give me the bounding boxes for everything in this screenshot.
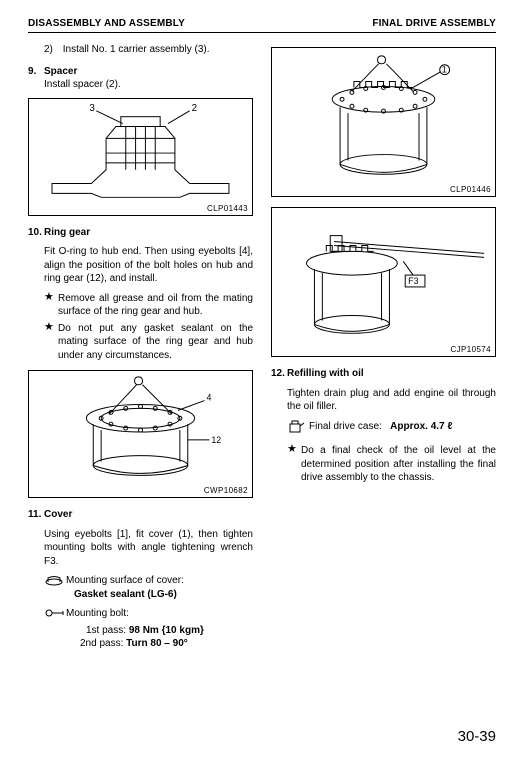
- svg-text:F3: F3: [408, 276, 418, 286]
- figure-cover-top: 1 CLP01446: [271, 47, 496, 197]
- figure-cover-wrench-caption: CJP10574: [450, 345, 491, 354]
- figure-9: 3 2 CLP01443: [28, 98, 253, 216]
- section-10-title: Ring gear: [44, 226, 90, 240]
- section-10-star2: ★ Do not put any gasket sealant on the m…: [44, 322, 253, 363]
- pass1-value: 98 Nm {10 kgm}: [129, 625, 204, 636]
- section-11-no: 11.: [28, 508, 44, 522]
- section-12-title: Refilling with oil: [287, 367, 364, 381]
- section-11-bolt-row: Mounting bolt:: [44, 607, 253, 624]
- svg-text:4: 4: [206, 393, 211, 403]
- star-icon: ★: [44, 292, 58, 319]
- pass1-label: 1st pass:: [86, 625, 126, 636]
- section-11: 11. Cover: [28, 508, 253, 522]
- svg-text:1: 1: [442, 65, 447, 75]
- step-2: 2) Install No. 1 carrier assembly (3).: [44, 43, 253, 57]
- section-12-no: 12.: [271, 367, 287, 381]
- svg-text:2: 2: [192, 102, 197, 113]
- torque-icon: [44, 607, 66, 624]
- final-drive-case-value: Approx. 4.7 ℓ: [390, 421, 452, 432]
- header-left: DISASSEMBLY AND ASSEMBLY: [28, 18, 185, 29]
- section-10-star1-text: Remove all grease and oil from the matin…: [58, 292, 253, 319]
- section-10-no: 10.: [28, 226, 44, 240]
- spacer-illustration: 3 2: [29, 99, 252, 215]
- page-number: 30-39: [458, 728, 496, 745]
- right-column: 1 CLP01446: [271, 43, 496, 651]
- section-10-stars: ★ Remove all grease and oil from the mat…: [44, 292, 253, 363]
- svg-text:3: 3: [89, 102, 95, 113]
- star-icon: ★: [44, 322, 58, 363]
- page-header: DISASSEMBLY AND ASSEMBLY FINAL DRIVE ASS…: [28, 18, 496, 33]
- section-12-star1-text: Do a final check of the oil level at the…: [301, 444, 496, 485]
- cover-top-illustration: 1: [272, 48, 495, 196]
- figure-cover-top-caption: CLP01446: [450, 185, 491, 194]
- pass2-value: Turn 80 – 90°: [126, 638, 188, 649]
- section-9-body: Install spacer (2).: [44, 78, 253, 92]
- step-2-text: Install No. 1 carrier assembly (3).: [63, 44, 210, 55]
- section-9: 9. Spacer Install spacer (2).: [28, 65, 253, 92]
- pass2-label: 2nd pass:: [80, 638, 123, 649]
- section-12: 12. Refilling with oil: [271, 367, 496, 381]
- pass1-row: 1st pass: 98 Nm {10 kgm}: [86, 624, 253, 638]
- figure-9-caption: CLP01443: [207, 204, 248, 213]
- section-11-title: Cover: [44, 508, 72, 522]
- section-12-star1: ★ Do a final check of the oil level at t…: [287, 444, 496, 485]
- section-10-star2-text: Do not put any gasket sealant on the mat…: [58, 322, 253, 363]
- cover-wrench-illustration: F3: [272, 208, 495, 356]
- sealant-value: Gasket sealant (LG-6): [74, 589, 177, 600]
- section-10: 10. Ring gear: [28, 226, 253, 240]
- section-11-p1: Using eyebolts [1], fit cover (1), then …: [44, 528, 253, 569]
- figure-cover-wrench: F3 CJP10574: [271, 207, 496, 357]
- figure-10-caption: CWP10682: [204, 486, 248, 495]
- section-9-no: 9.: [28, 65, 44, 79]
- star-icon: ★: [287, 444, 301, 485]
- step-2-num: 2): [44, 43, 60, 57]
- section-12-p1: Tighten drain plug and add engine oil th…: [287, 387, 496, 414]
- section-12-stars: ★ Do a final check of the oil level at t…: [287, 444, 496, 485]
- figure-10: 4 12 CWP10682: [28, 370, 253, 498]
- section-9-title: Spacer: [44, 65, 77, 79]
- left-column: 2) Install No. 1 carrier assembly (3). 9…: [28, 43, 253, 651]
- section-11-sealant-row: Mounting surface of cover: Gasket sealan…: [44, 574, 253, 601]
- content-columns: 2) Install No. 1 carrier assembly (3). 9…: [28, 43, 496, 651]
- svg-text:12: 12: [211, 435, 221, 445]
- oil-can-icon: [287, 420, 309, 439]
- pass2-row: 2nd pass: Turn 80 – 90°: [80, 637, 253, 651]
- section-10-star1: ★ Remove all grease and oil from the mat…: [44, 292, 253, 319]
- sealant-icon: [44, 574, 66, 601]
- section-10-p1: Fit O-ring to hub end. Then using eyebol…: [44, 245, 253, 286]
- ring-gear-illustration: 4 12: [29, 371, 252, 497]
- header-right: FINAL DRIVE ASSEMBLY: [372, 18, 496, 29]
- section-12-oil-row: Final drive case: Approx. 4.7 ℓ: [287, 420, 496, 439]
- final-drive-case-label: Final drive case:: [309, 421, 382, 432]
- sealant-label: Mounting surface of cover:: [66, 575, 184, 586]
- bolt-label: Mounting bolt:: [66, 608, 129, 619]
